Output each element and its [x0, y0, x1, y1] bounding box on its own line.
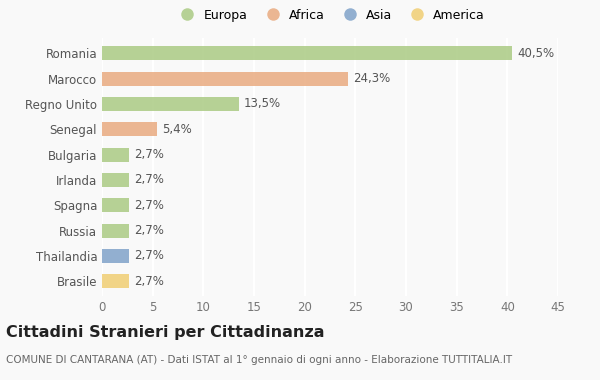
- Bar: [102, 97, 239, 111]
- Bar: [102, 122, 157, 136]
- Text: 13,5%: 13,5%: [244, 97, 281, 110]
- Text: 2,7%: 2,7%: [134, 199, 164, 212]
- Text: COMUNE DI CANTARANA (AT) - Dati ISTAT al 1° gennaio di ogni anno - Elaborazione : COMUNE DI CANTARANA (AT) - Dati ISTAT al…: [6, 355, 512, 365]
- Bar: [102, 173, 130, 187]
- Text: 24,3%: 24,3%: [353, 72, 391, 85]
- Bar: [102, 71, 348, 86]
- Text: 2,7%: 2,7%: [134, 275, 164, 288]
- Text: 5,4%: 5,4%: [162, 123, 191, 136]
- Bar: [102, 274, 130, 288]
- Text: 2,7%: 2,7%: [134, 249, 164, 262]
- Text: 2,7%: 2,7%: [134, 148, 164, 161]
- Bar: [102, 147, 130, 162]
- Text: 2,7%: 2,7%: [134, 224, 164, 237]
- Bar: [102, 46, 512, 60]
- Text: 40,5%: 40,5%: [517, 47, 554, 60]
- Bar: [102, 223, 130, 238]
- Legend: Europa, Africa, Asia, America: Europa, Africa, Asia, America: [170, 3, 490, 27]
- Bar: [102, 249, 130, 263]
- Bar: [102, 198, 130, 212]
- Text: 2,7%: 2,7%: [134, 173, 164, 186]
- Text: Cittadini Stranieri per Cittadinanza: Cittadini Stranieri per Cittadinanza: [6, 325, 325, 340]
